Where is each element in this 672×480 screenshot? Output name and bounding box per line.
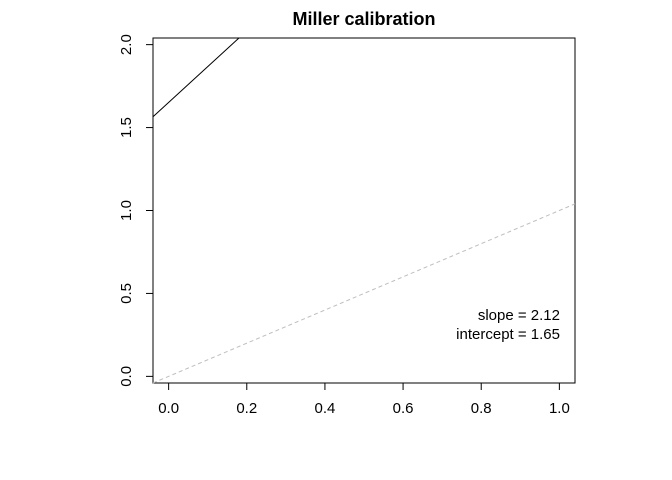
y-tick-label: 1.0	[118, 200, 135, 221]
y-tick-label: 1.5	[118, 117, 135, 138]
y-tick-label: 2.0	[118, 34, 135, 55]
x-tick-label: 0.4	[314, 400, 335, 417]
series-layer	[152, 37, 576, 384]
x-tick-label: 0.8	[471, 400, 492, 417]
reference-line-dashed	[152, 203, 576, 384]
y-tick-label: 0.0	[118, 366, 135, 387]
intercept-annotation: intercept = 1.65	[456, 326, 560, 343]
x-tick-label: 0.2	[236, 400, 257, 417]
y-tick-label: 0.5	[118, 283, 135, 304]
x-tick-label: 0.0	[158, 400, 179, 417]
x-tick-label: 0.6	[393, 400, 414, 417]
y-axis: 0.0 0.5 1.0 1.5 2.0	[118, 34, 154, 387]
calibration-line	[152, 37, 240, 118]
x-tick-label: 1.0	[549, 400, 570, 417]
slope-annotation: slope = 2.12	[478, 307, 560, 324]
x-axis: 0.0 0.2 0.4 0.6 0.8 1.0	[158, 382, 570, 417]
chart-title: Miller calibration	[292, 9, 435, 29]
